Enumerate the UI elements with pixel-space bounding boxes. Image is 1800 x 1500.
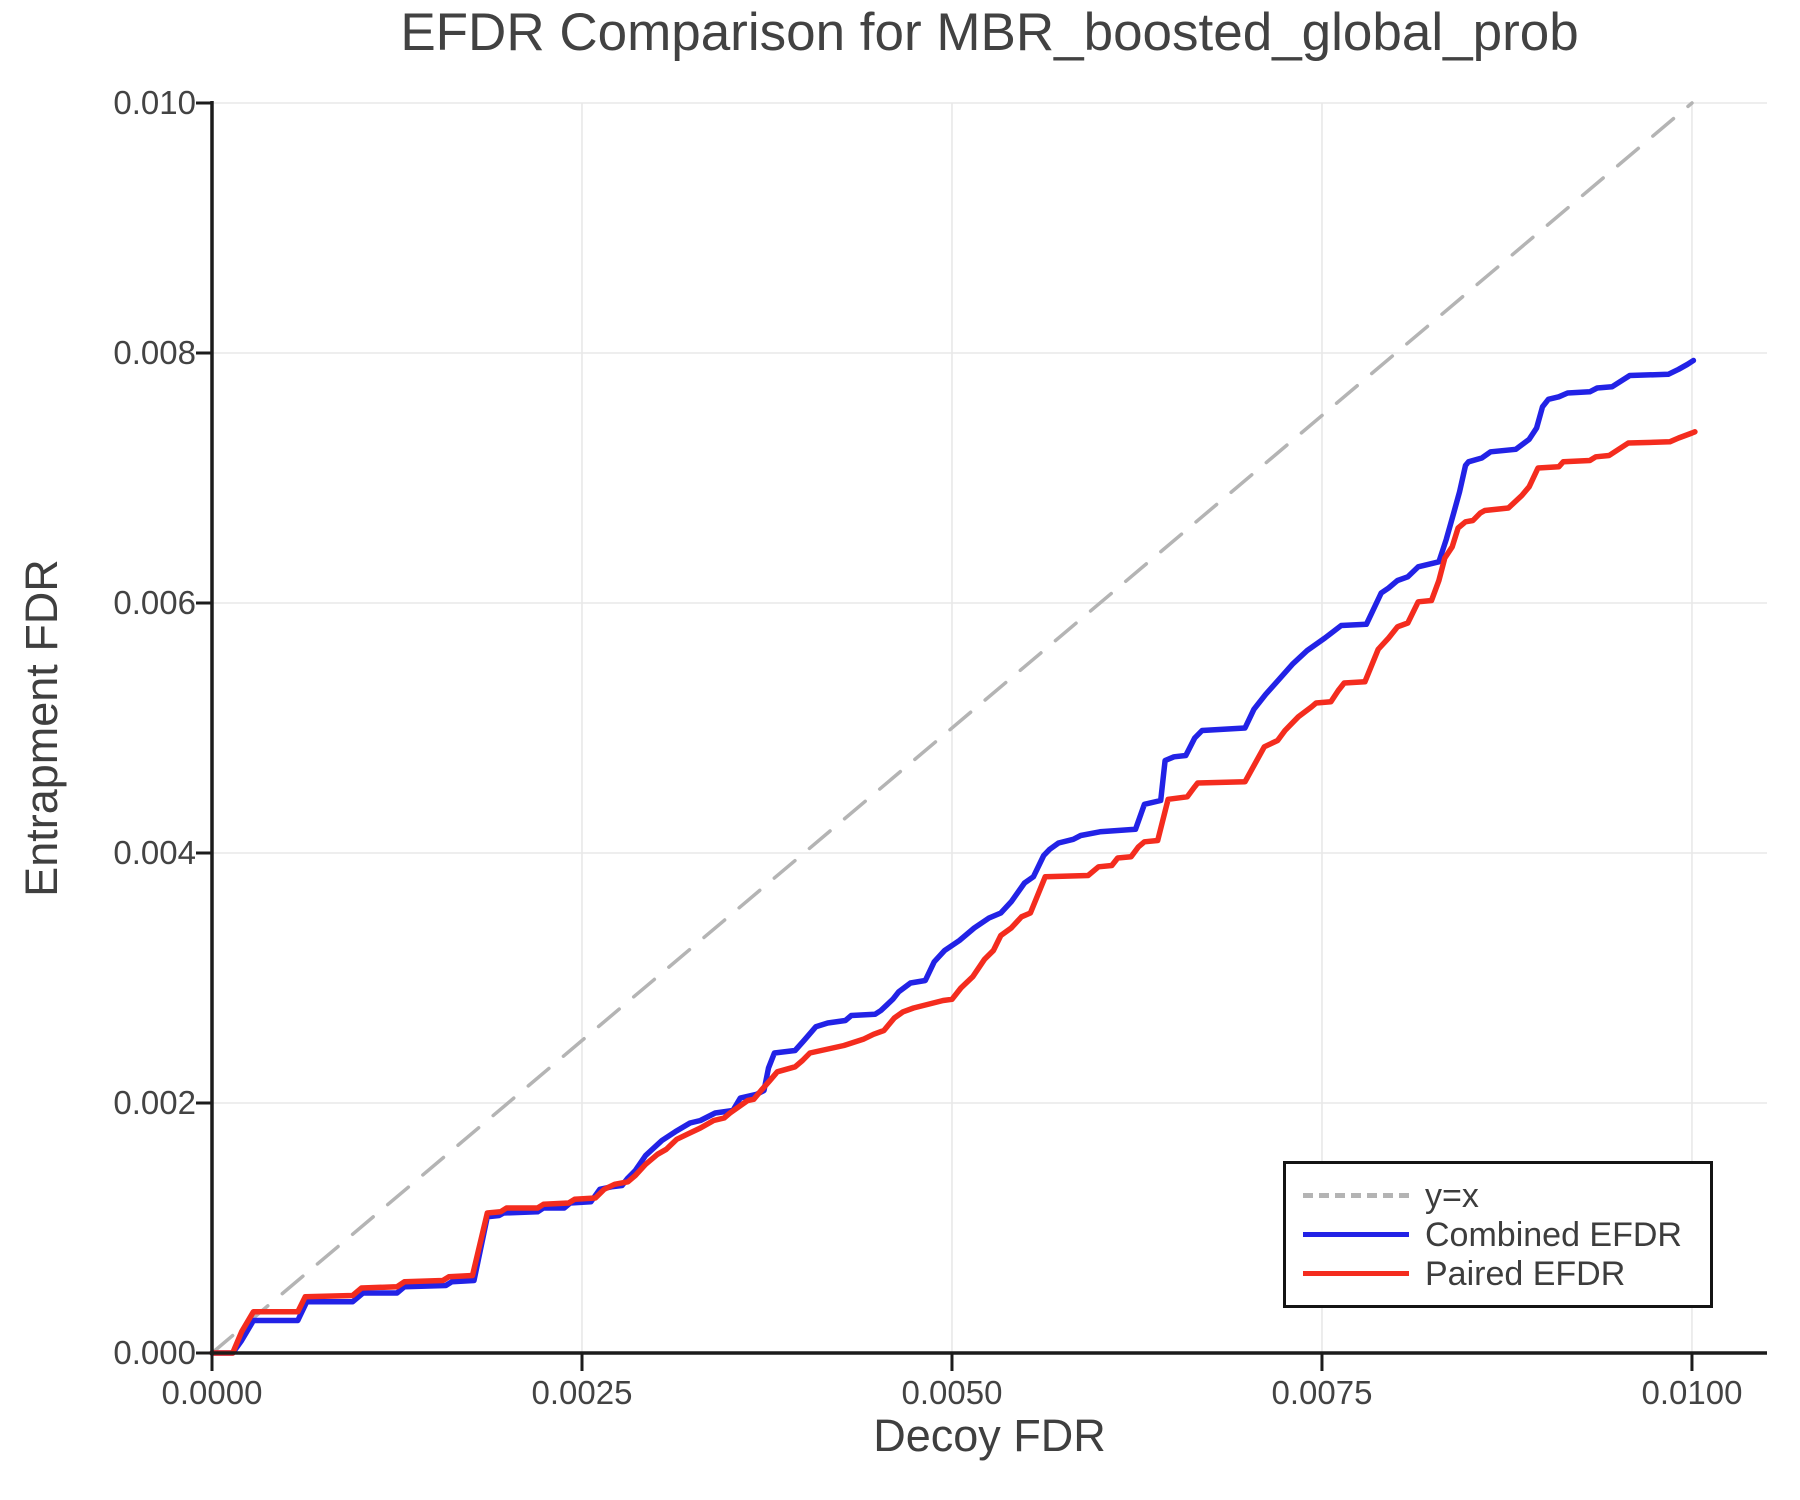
x-tick-label: 0.0025 xyxy=(531,1374,633,1411)
x-tick-label: 0.0075 xyxy=(1271,1374,1373,1411)
legend-label-combined: Combined EFDR xyxy=(1425,1215,1682,1254)
x-axis-label: Decoy FDR xyxy=(873,1410,1106,1461)
y-tick-label: 0.010 xyxy=(113,84,196,121)
legend-label-paired: Paired EFDR xyxy=(1425,1254,1626,1293)
series-line-combined-efdr xyxy=(209,357,1697,1356)
legend-label-identity: y=x xyxy=(1425,1176,1479,1215)
legend-row-identity: y=x xyxy=(1303,1176,1710,1215)
x-tick-label: 0.0000 xyxy=(161,1374,263,1411)
legend: y=x Combined EFDR Paired EFDR xyxy=(1283,1161,1713,1308)
series-line-paired-efdr xyxy=(209,429,1698,1356)
y-tick-label: 0.002 xyxy=(113,1084,196,1121)
chart-title: EFDR Comparison for MBR_boosted_global_p… xyxy=(400,3,1579,62)
series-line-y-x xyxy=(210,101,1694,1355)
paired-line-sample xyxy=(1303,1271,1409,1276)
legend-row-paired: Paired EFDR xyxy=(1303,1254,1710,1293)
y-tick-label: 0.004 xyxy=(113,834,196,871)
identity-line-sample xyxy=(1303,1193,1409,1198)
x-tick-label: 0.0050 xyxy=(901,1374,1003,1411)
y-tick-label: 0.006 xyxy=(113,584,196,621)
legend-row-combined: Combined EFDR xyxy=(1303,1215,1710,1254)
y-tick-label: 0.008 xyxy=(113,334,196,371)
y-tick-label: 0.000 xyxy=(113,1334,196,1371)
combined-line-sample xyxy=(1303,1232,1409,1237)
x-tick-label: 0.0100 xyxy=(1641,1374,1743,1411)
